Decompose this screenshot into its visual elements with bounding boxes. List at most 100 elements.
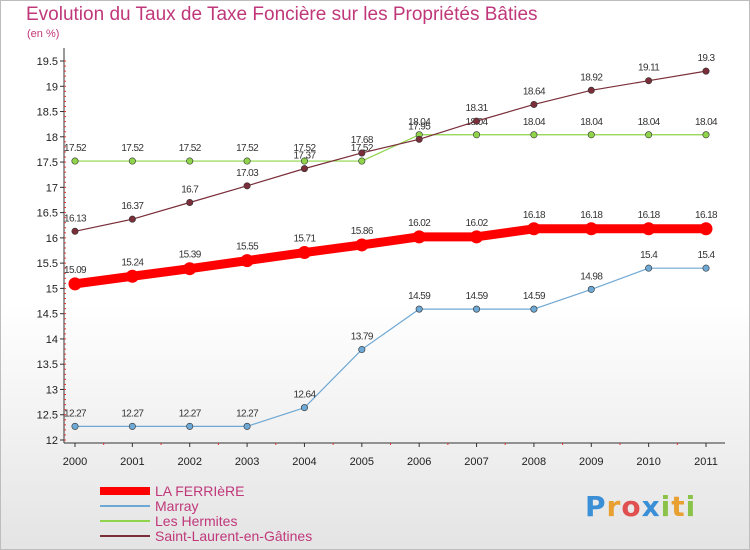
data-point: [183, 262, 197, 276]
data-point: [699, 222, 713, 236]
y-tick-label: 16.5: [37, 208, 58, 220]
logo-letter: r: [606, 490, 622, 523]
x-tick-label: 2002: [177, 456, 201, 468]
x-tick-label: 2007: [464, 456, 488, 468]
logo-letter: o: [621, 490, 642, 523]
data-label: 12.27: [236, 408, 259, 419]
data-point: [587, 86, 595, 94]
data-label: 14.59: [466, 291, 489, 302]
data-point: [358, 157, 366, 165]
data-point: [530, 131, 538, 139]
data-label: 17.52: [64, 143, 87, 154]
x-tick-label: 2003: [235, 456, 259, 468]
data-point: [300, 157, 308, 165]
data-label: 16.37: [121, 201, 144, 212]
x-tick-label: 2001: [120, 456, 144, 468]
x-tick-label: 2010: [636, 456, 660, 468]
legend-label: Marray: [155, 498, 199, 514]
data-label: 16.7: [181, 184, 199, 195]
data-label: 18.04: [523, 117, 546, 128]
y-tick-label: 14: [46, 334, 58, 346]
y-tick-label: 13.5: [37, 359, 58, 371]
data-label: 18.04: [408, 117, 431, 128]
x-tick-label: 2006: [407, 456, 431, 468]
data-point: [645, 131, 653, 139]
series-line: [74, 267, 707, 427]
x-tick-label: 2005: [350, 456, 374, 468]
data-label: 12.64: [293, 390, 316, 401]
data-point: [125, 269, 139, 283]
data-point: [587, 285, 595, 293]
chart-title: Evolution du Taux de Taxe Foncière sur l…: [26, 4, 538, 25]
data-point: [128, 215, 136, 223]
data-point: [584, 222, 598, 236]
data-label: 14.59: [408, 291, 431, 302]
data-point: [358, 346, 366, 354]
data-point: [702, 67, 710, 75]
data-label: 16.18: [638, 210, 661, 221]
data-point: [415, 305, 423, 313]
data-point: [243, 422, 251, 430]
data-point: [243, 157, 251, 165]
data-label: 14.59: [523, 291, 546, 302]
data-label: 14.98: [580, 271, 603, 282]
data-label: 12.27: [121, 408, 144, 419]
data-label: 18.04: [638, 117, 661, 128]
data-point: [186, 198, 194, 206]
y-tick-label: 15.5: [37, 258, 58, 270]
y-tick-label: 18: [46, 132, 58, 144]
data-label: 15.4: [640, 250, 658, 261]
data-label: 18.64: [523, 86, 546, 97]
x-tick-label: 2011: [694, 456, 718, 468]
data-label: 19.11: [638, 63, 660, 74]
data-point: [128, 422, 136, 430]
legend-label: Saint-Laurent-en-Gâtines: [155, 528, 313, 544]
data-label: 15.09: [64, 265, 87, 276]
logo-letter: i: [685, 490, 697, 523]
logo-letter: i: [660, 490, 672, 523]
y-tick-label: 13: [46, 384, 58, 396]
y-tick-label: 17.5: [37, 157, 58, 169]
x-tick-label: 2008: [522, 456, 546, 468]
y-tick-label: 15: [46, 283, 58, 295]
data-label: 19.3: [697, 53, 715, 64]
logo-letter: t: [671, 490, 686, 523]
logo-letter: x: [641, 490, 661, 523]
data-point: [530, 100, 538, 108]
legend-swatch: [100, 535, 150, 537]
data-point: [68, 277, 82, 291]
data-point: [128, 157, 136, 165]
data-label: 18.04: [580, 117, 603, 128]
data-label: 17.52: [179, 143, 202, 154]
series-line: [74, 70, 707, 232]
data-point: [412, 230, 426, 244]
data-label: 13.79: [351, 332, 374, 343]
data-label: 18.04: [695, 117, 718, 128]
y-tick-label: 19: [46, 81, 58, 93]
legend-label: Les Hermites: [155, 513, 238, 529]
data-point: [358, 149, 366, 157]
data-point: [642, 222, 656, 236]
y-tick-label: 16: [46, 233, 58, 245]
data-point: [71, 227, 79, 235]
data-label: 12.27: [64, 408, 87, 419]
data-label: 17.52: [236, 143, 259, 154]
x-tick-label: 2004: [292, 456, 316, 468]
data-point: [470, 230, 484, 244]
data-point: [645, 264, 653, 272]
data-point: [702, 131, 710, 139]
data-point: [527, 222, 541, 236]
data-point: [186, 157, 194, 165]
data-label: 17.37: [293, 151, 316, 162]
data-label: 18.31: [466, 103, 489, 114]
y-tick-label: 12: [46, 435, 58, 447]
data-point: [530, 305, 538, 313]
data-point: [300, 404, 308, 412]
y-tick-label: 19.5: [37, 56, 58, 68]
data-label: 15.71: [293, 234, 316, 245]
legend-swatch: [100, 487, 150, 495]
data-point: [300, 165, 308, 173]
data-label: 16.02: [408, 218, 431, 229]
data-point: [355, 238, 369, 252]
data-point: [240, 254, 254, 268]
